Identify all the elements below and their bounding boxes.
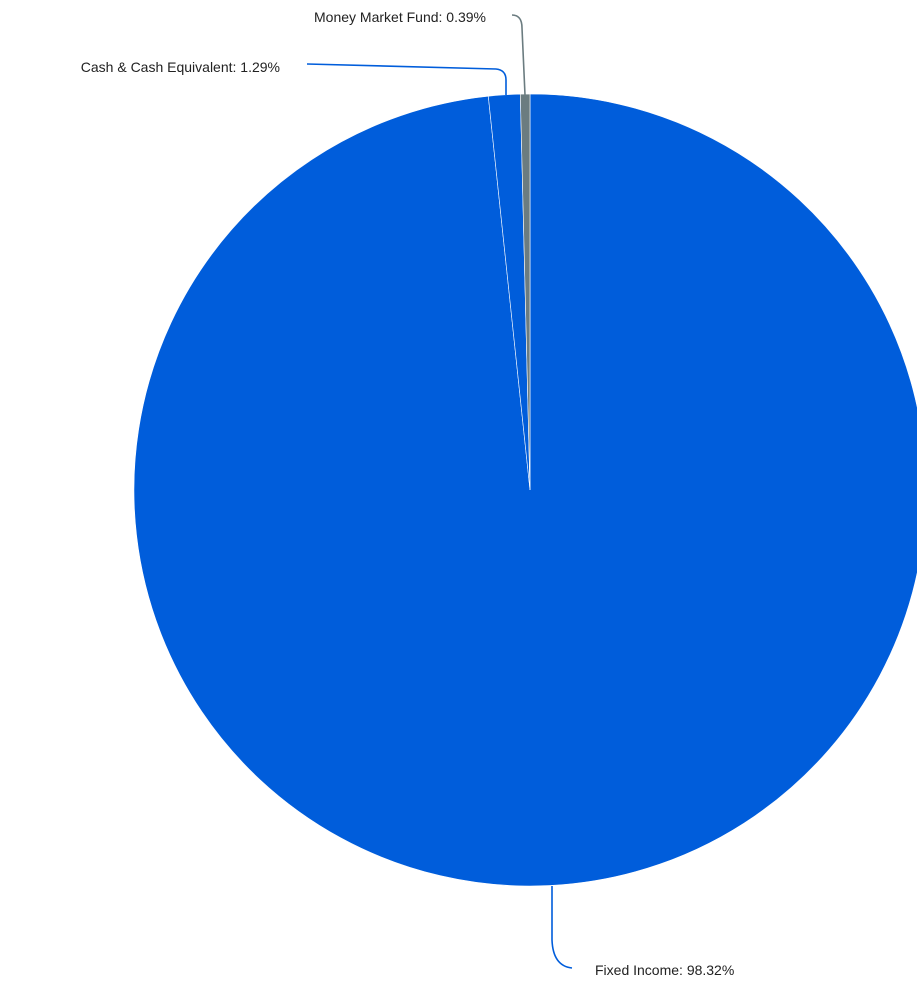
leader-line-cash-cash-equivalent xyxy=(306,63,507,95)
slice-labels: Fixed Income: 98.32% Cash & Cash Equival… xyxy=(81,9,735,978)
leader-lines xyxy=(306,14,573,969)
pie-slices xyxy=(133,93,917,887)
pie-slice-fixed-income xyxy=(133,93,917,887)
leader-line-money-market-fund xyxy=(511,14,526,96)
slice-label-money-market-fund: Money Market Fund: 0.39% xyxy=(314,9,486,25)
slice-label-fixed-income: Fixed Income: 98.32% xyxy=(595,962,734,978)
leader-line-fixed-income xyxy=(551,886,573,969)
slice-label-cash-and-cash-equivalent: Cash & Cash Equivalent: 1.29% xyxy=(81,59,280,75)
